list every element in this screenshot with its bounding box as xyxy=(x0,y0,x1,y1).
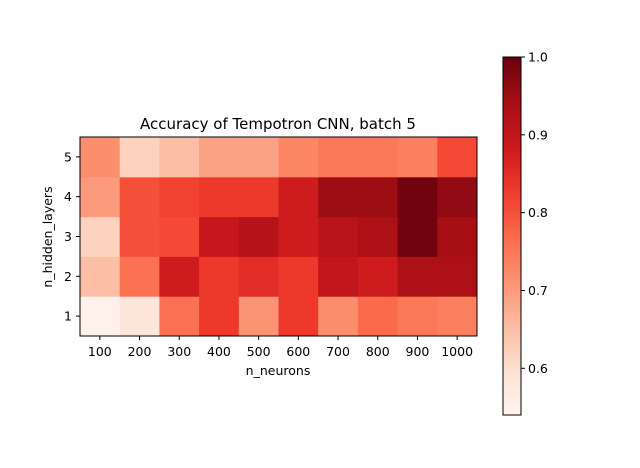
heatmap-cell-3-200 xyxy=(119,216,160,257)
x-tick-label: 300 xyxy=(167,344,191,359)
colorbar xyxy=(502,56,522,416)
colorbar-tick-label: 0.7 xyxy=(528,283,548,298)
heatmap-cell-3-400 xyxy=(199,216,240,257)
heatmap-cell-4-600 xyxy=(278,176,319,218)
heatmap-cell-3-500 xyxy=(238,216,279,257)
heatmap-cell-4-400 xyxy=(199,176,240,218)
x-tick-label: 700 xyxy=(326,344,350,359)
heatmap-cells xyxy=(80,137,478,337)
heatmap-cell-5-900 xyxy=(397,137,438,178)
heatmap-cell-2-900 xyxy=(397,256,438,297)
heatmap-cell-1-800 xyxy=(357,296,399,337)
colorbar-ticks: 0.6 0.7 0.8 0.9 1.0 xyxy=(521,50,548,376)
x-tick-label: 200 xyxy=(128,344,152,359)
heatmap-cell-3-300 xyxy=(159,216,200,257)
heatmap-cell-4-1000 xyxy=(437,176,478,218)
heatmap-cell-5-300 xyxy=(159,137,200,178)
y-tick-label: 3 xyxy=(64,229,72,244)
heatmap-cell-3-100 xyxy=(80,216,121,257)
heatmap-cell-5-600 xyxy=(278,137,319,178)
y-axis-label: n_hidden_layers xyxy=(40,186,55,287)
heatmap-cell-4-900 xyxy=(397,176,438,218)
heatmap-cell-2-800 xyxy=(357,256,399,297)
x-tick-label: 900 xyxy=(406,344,430,359)
heatmap-cell-3-900 xyxy=(397,216,438,257)
heatmap-cell-1-700 xyxy=(318,296,359,337)
heatmap-cell-4-800 xyxy=(357,176,399,218)
heatmap-cell-5-1000 xyxy=(437,137,478,178)
heatmap-cell-5-100 xyxy=(80,137,121,178)
heatmap-cell-3-600 xyxy=(278,216,319,257)
x-tick-label: 400 xyxy=(207,344,231,359)
colorbar-tick-label: 0.9 xyxy=(528,127,548,142)
x-axis-label: n_neurons xyxy=(246,363,311,378)
heatmap-cell-1-900 xyxy=(397,296,438,337)
heatmap-cell-2-1000 xyxy=(437,256,478,297)
heatmap-cell-1-200 xyxy=(119,296,160,337)
heatmap-cell-1-100 xyxy=(80,296,121,337)
x-tick-label: 800 xyxy=(366,344,390,359)
heatmap-cell-2-500 xyxy=(238,256,279,297)
heatmap-cell-2-400 xyxy=(199,256,240,297)
x-tick-label: 600 xyxy=(286,344,310,359)
x-tick-label: 1000 xyxy=(441,344,473,359)
colorbar-tick-label: 1.0 xyxy=(528,50,548,65)
heatmap-cell-1-400 xyxy=(199,296,240,337)
y-tick-label: 2 xyxy=(64,269,72,284)
heatmap-cell-4-300 xyxy=(159,176,200,218)
y-tick-label: 4 xyxy=(64,189,72,204)
heatmap-cell-1-500 xyxy=(238,296,279,337)
x-tick-label: 100 xyxy=(88,344,112,359)
heatmap-cell-1-300 xyxy=(159,296,200,337)
heatmap-cell-4-200 xyxy=(119,176,160,218)
heatmap-cell-3-800 xyxy=(357,216,399,257)
x-tick-label: 500 xyxy=(247,344,271,359)
heatmap-cell-2-600 xyxy=(278,256,319,297)
colorbar-tick-label: 0.6 xyxy=(528,361,548,376)
heatmap-cell-2-100 xyxy=(80,256,121,297)
heatmap-cell-4-100 xyxy=(80,176,121,218)
heatmap-cell-5-700 xyxy=(318,137,359,178)
y-axis-ticks: 1 2 3 4 5 xyxy=(64,149,80,324)
heatmap-cell-5-500 xyxy=(238,137,279,178)
heatmap-cell-5-800 xyxy=(357,137,399,178)
colorbar-tick-label: 0.8 xyxy=(528,205,548,220)
heatmap-cell-4-500 xyxy=(238,176,279,218)
heatmap-cell-1-600 xyxy=(278,296,319,337)
heatmap-cell-3-700 xyxy=(318,216,359,257)
heatmap-cell-1-1000 xyxy=(437,296,478,337)
y-tick-label: 1 xyxy=(64,309,72,324)
heatmap-cell-3-1000 xyxy=(437,216,478,257)
heatmap-cell-5-200 xyxy=(119,137,160,178)
heatmap-cell-4-700 xyxy=(318,176,359,218)
chart-title: Accuracy of Tempotron CNN, batch 5 xyxy=(140,115,416,133)
y-tick-label: 5 xyxy=(64,149,72,164)
heatmap-cell-5-400 xyxy=(199,137,240,178)
heatmap-cell-2-300 xyxy=(159,256,200,297)
heatmap-cell-2-700 xyxy=(318,256,359,297)
heatmap-cell-2-200 xyxy=(119,256,160,297)
x-axis-ticks: 100 200 300 400 500 600 700 800 900 1000 xyxy=(88,336,473,359)
